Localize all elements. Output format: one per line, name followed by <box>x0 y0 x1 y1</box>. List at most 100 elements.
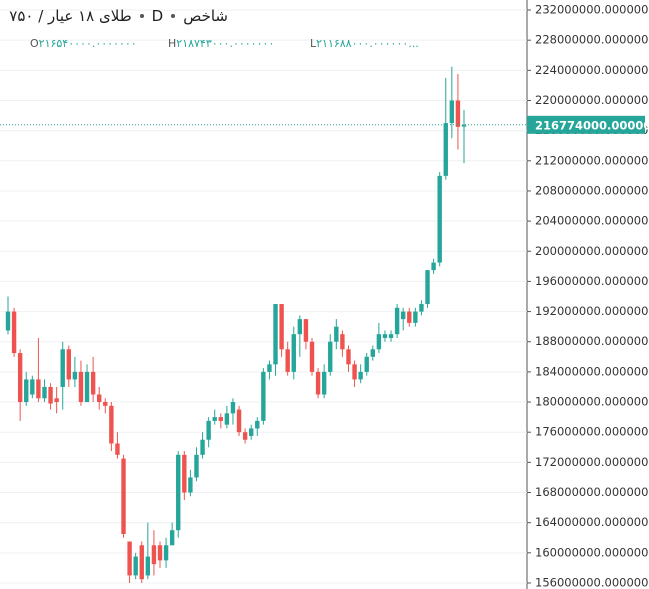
y-tick-label: 172000000.0000000 <box>535 455 649 469</box>
candle-body <box>236 409 242 433</box>
candle-body <box>127 541 132 576</box>
candle-body <box>321 371 327 395</box>
last-price-label: 216774000.0000000 <box>535 118 649 132</box>
separator <box>171 14 176 18</box>
candle-body <box>388 334 394 338</box>
candle-body <box>376 334 382 350</box>
separator <box>139 14 144 18</box>
candle-body <box>461 124 467 127</box>
candle-body <box>121 458 126 534</box>
y-tick-label: 160000000.0000000 <box>535 545 649 559</box>
candle-body <box>249 428 254 436</box>
candle-body <box>157 545 163 561</box>
candle-body <box>273 304 278 365</box>
candle-body <box>352 364 357 380</box>
candle-body <box>212 417 217 421</box>
candle-body <box>109 405 114 444</box>
y-tick-label: 196000000.0000000 <box>535 274 649 288</box>
candle-body <box>455 100 461 127</box>
candle-body <box>334 326 339 342</box>
symbol-header: شاخص D طلای ۱۸ عیار / ۷۵۰ <box>8 7 228 25</box>
candle-body <box>176 454 181 531</box>
candle-body <box>401 311 406 320</box>
candle-body <box>340 334 345 350</box>
candle-body <box>66 349 71 380</box>
candle-body <box>242 432 248 440</box>
y-tick-label: 192000000.0000000 <box>535 304 649 318</box>
candle-body <box>48 386 53 404</box>
candle-body <box>279 304 284 350</box>
candle-body <box>24 379 29 403</box>
candle-body <box>103 402 108 406</box>
candle-body <box>425 270 430 305</box>
ohlc-key: O <box>30 37 39 50</box>
y-tick-label: 208000000.0000000 <box>535 183 649 197</box>
candle-body <box>72 371 78 380</box>
candle-body <box>11 311 17 354</box>
candle-body <box>145 556 151 576</box>
y-tick-label: 164000000.0000000 <box>535 515 649 529</box>
candle-body <box>267 364 272 372</box>
ohlc-value: ۲۱۶۵۴۰۰۰۰.۰۰۰۰۰۰۰ <box>38 37 137 50</box>
candle-body <box>163 545 169 561</box>
ohlc-item: L۲۱۱۶۸۸۰۰۰.۰۰۰۰۰۰... <box>310 37 419 50</box>
candle-body <box>206 420 211 440</box>
candle-body <box>394 307 400 335</box>
candle-body <box>194 454 199 478</box>
y-tick-label: 184000000.0000000 <box>535 364 649 378</box>
y-tick-label: 200000000.0000000 <box>535 244 649 258</box>
ohlc-key: H <box>168 37 177 50</box>
y-tick-label: 220000000.0000000 <box>535 93 649 107</box>
candle-body <box>431 262 436 271</box>
candle-body <box>370 349 375 357</box>
candle-body <box>413 311 418 323</box>
candle-body <box>115 443 120 455</box>
candle-body <box>17 353 23 403</box>
candle-body <box>151 545 157 565</box>
candle-body <box>224 413 230 425</box>
candle-body <box>188 477 193 493</box>
candle-body <box>419 304 424 312</box>
y-tick-label: 204000000.0000000 <box>535 214 649 228</box>
candle-body <box>182 454 187 493</box>
candle-body <box>255 420 260 429</box>
ohlc-value: ۲۱۸۷۴۳۰۰۰.۰۰۰۰۰۰۰ <box>176 37 275 50</box>
candle-body <box>218 417 223 421</box>
candle-body <box>133 556 138 576</box>
candle-body <box>200 439 205 455</box>
candle-body <box>303 319 309 342</box>
candle-body <box>285 349 290 372</box>
candle-body <box>54 398 59 403</box>
candle-body <box>230 402 236 414</box>
ohlc-item: O۲۱۶۵۴۰۰۰۰.۰۰۰۰۰۰۰ <box>30 37 137 50</box>
candle-body <box>443 123 448 176</box>
candle-body <box>407 311 412 323</box>
ohlc-value: ۲۱۱۶۸۸۰۰۰.۰۰۰۰۰۰... <box>316 37 419 50</box>
candle-body <box>139 545 144 580</box>
y-tick-label: 168000000.0000000 <box>535 485 649 499</box>
candle-body <box>78 371 84 403</box>
y-tick-label: 176000000.0000000 <box>535 425 649 439</box>
y-tick-label: 224000000.0000000 <box>535 63 649 77</box>
candle-body <box>346 349 351 365</box>
symbol: طلای ۱۸ عیار / ۷۵۰ <box>9 7 132 25</box>
candle-body <box>261 371 266 421</box>
candle-body <box>309 341 315 372</box>
candle-body <box>60 349 65 387</box>
ohlc-item: H۲۱۸۷۴۳۰۰۰.۰۰۰۰۰۰۰ <box>168 37 274 50</box>
candle-body <box>97 394 102 403</box>
y-tick-label: 212000000.0000000 <box>535 153 649 167</box>
y-tick-label: 188000000.0000000 <box>535 334 649 348</box>
y-tick-label: 228000000.0000000 <box>535 33 649 47</box>
candle-body <box>328 341 333 372</box>
exchange: شاخص <box>183 7 228 25</box>
y-tick-label: 156000000.0000000 <box>535 575 649 589</box>
candle-body <box>30 379 35 395</box>
candle-body <box>437 175 442 263</box>
candle-body <box>449 100 455 124</box>
interval: D <box>151 7 164 25</box>
candle-body <box>169 530 175 546</box>
candle-body <box>315 371 321 395</box>
